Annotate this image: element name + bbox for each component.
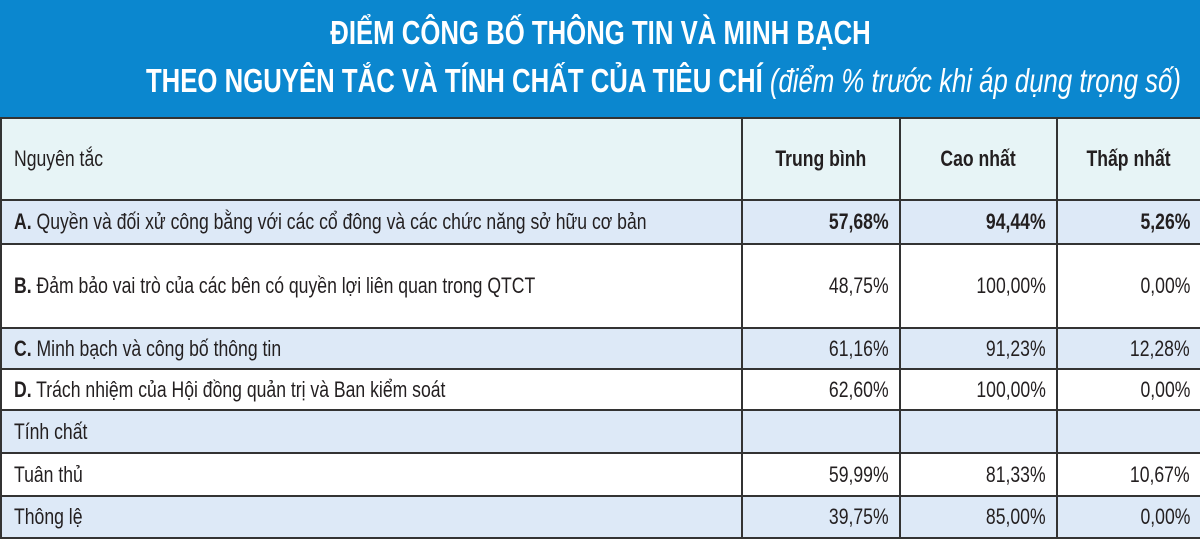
table-row: A. Quyền và đối xử công bằng với các cổ … [0, 199, 1200, 245]
cell-average: 57,68% [829, 209, 889, 234]
cell-max: 100,00% [976, 273, 1046, 298]
cell-average: 59,99% [829, 461, 889, 487]
row-label: Đảm bảo vai trò của các bên có quyền lợi… [36, 273, 536, 298]
table-row: D. Trách nhiệm của Hội đồng quản trị và … [0, 368, 1200, 411]
cell-average: 61,16% [829, 335, 889, 361]
cell-min: 0,00% [1140, 273, 1190, 298]
cell-max: 100,00% [976, 376, 1046, 402]
table-row: C. Minh bạch và công bố thông tin 61,16%… [0, 327, 1200, 370]
cell-max: 91,23% [986, 335, 1046, 361]
cell-min: 5,26% [1140, 209, 1190, 234]
cell-max: 85,00% [986, 504, 1046, 529]
cell-min: 0,00% [1140, 504, 1190, 529]
row-label: Minh bạch và công bố thông tin [36, 335, 282, 361]
cell-average: 62,60% [829, 376, 889, 402]
table-title: ĐIỂM CÔNG BỐ THÔNG TIN VÀ MINH BẠCH THEO… [0, 0, 1200, 117]
title-line-1: ĐIỂM CÔNG BỐ THÔNG TIN VÀ MINH BẠCH [329, 14, 871, 51]
cell-average: 48,75% [829, 273, 889, 298]
title-line-2: THEO NGUYÊN TẮC VÀ TÍNH CHẤT CỦA TIÊU CH… [145, 62, 763, 99]
table-row: B. Đảm bảo vai trò của các bên có quyền … [0, 243, 1200, 329]
row-prefix: A. [14, 209, 32, 234]
header-average: Trung bình [775, 146, 867, 171]
cell-max: 94,44% [986, 209, 1046, 234]
cell-min: 12,28% [1130, 335, 1190, 361]
score-table: Nguyên tắc Trung bình Cao nhất Thấp nhất… [0, 117, 1200, 539]
row-prefix: B. [14, 273, 32, 298]
row-label: Thông lệ [14, 504, 83, 529]
header-row: Nguyên tắc Trung bình Cao nhất Thấp nhất [0, 117, 1200, 201]
table-row: Thông lệ 39,75% 85,00% 0,00% [0, 495, 1200, 539]
row-label: Trách nhiệm của Hội đồng quản trị và Ban… [36, 376, 446, 402]
cell-average: 39,75% [829, 504, 889, 529]
section-row: Tính chất [0, 409, 1200, 454]
cell-min: 10,67% [1130, 461, 1190, 487]
row-label: Tuân thủ [14, 461, 83, 487]
header-max: Cao nhất [940, 146, 1017, 171]
cell-min: 0,00% [1140, 376, 1190, 402]
title-note: (điểm % trước khi áp dụng trọng số) [769, 62, 1181, 99]
header-min: Thấp nhất [1086, 146, 1172, 171]
row-label: Tính chất [14, 418, 88, 444]
row-prefix: D. [14, 376, 32, 402]
header-principle: Nguyên tắc [14, 146, 104, 171]
table-row: Tuân thủ 59,99% 81,33% 10,67% [0, 452, 1200, 497]
row-prefix: C. [14, 335, 32, 361]
row-label: Quyền và đối xử công bằng với các cổ đôn… [36, 209, 647, 234]
cell-max: 81,33% [986, 461, 1046, 487]
